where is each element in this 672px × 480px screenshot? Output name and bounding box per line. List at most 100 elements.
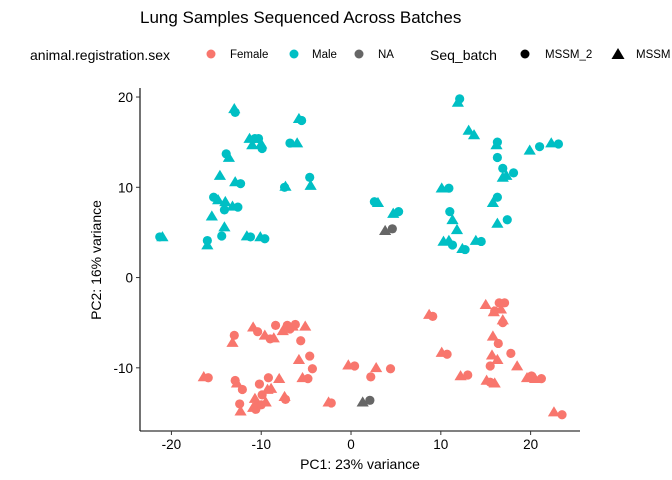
color-legend-title: animal.registration.sex (30, 47, 170, 63)
point-male-mssm (201, 239, 214, 250)
point-female-mssm-2 (428, 311, 438, 321)
point-male-mssm-2 (394, 207, 404, 217)
point-male-mssm-2 (553, 139, 564, 149)
point-na-mssm (379, 224, 392, 235)
point-female-mssm-2 (203, 373, 213, 383)
point-female-mssm (299, 320, 312, 331)
point-male-mssm (450, 223, 464, 235)
point-female-mssm (370, 362, 383, 373)
legend-label-female: Female (230, 49, 268, 61)
point-male-mssm-2 (257, 143, 267, 154)
point-male-mssm-2 (305, 172, 315, 182)
point-female-mssm-2 (280, 394, 291, 405)
point-male-mssm-2 (498, 163, 508, 173)
point-male-mssm (371, 196, 385, 207)
point-female-mssm-2 (253, 327, 263, 337)
point-female-mssm (511, 360, 524, 371)
point-female-mssm-2 (254, 379, 265, 389)
point-female-mssm (491, 353, 504, 365)
point-female-mssm (486, 330, 499, 341)
x-tick-label: -10 (251, 437, 271, 452)
point-male-mssm-2 (235, 179, 246, 189)
point-female-mssm (479, 298, 492, 309)
point-male-mssm-2 (492, 192, 502, 202)
x-tick-label: 10 (433, 437, 448, 452)
x-tick-label: -20 (162, 437, 182, 452)
point-male-mssm (304, 179, 317, 190)
point-female-mssm (485, 349, 499, 360)
point-female-mssm (292, 353, 306, 365)
point-female-mssm-2 (235, 399, 245, 409)
x-axis-title: PC1: 23% variance (300, 456, 420, 472)
point-female-mssm-2 (307, 364, 318, 374)
y-tick-label: -10 (113, 361, 133, 376)
point-male-mssm-2 (447, 240, 458, 250)
shape-legend-title: Seq_batch (430, 47, 497, 63)
y-axis-title: PC2: 16% variance (88, 200, 104, 320)
point-male-mssm (467, 129, 481, 140)
legend-label-mssm: MSSM (636, 49, 671, 61)
point-male-mssm-2 (492, 137, 502, 147)
point-male-mssm (279, 180, 292, 191)
point-female-mssm-2 (442, 349, 452, 359)
point-female-mssm (276, 325, 289, 336)
axis-ticks: -20 -10 0 10 20 -10 0 10 20 (113, 90, 538, 452)
point-male-mssm (213, 169, 227, 180)
point-male-mssm-2 (444, 183, 454, 193)
point-male-mssm (156, 231, 169, 242)
point-female-mssm (267, 332, 280, 343)
point-male-mssm (205, 210, 218, 221)
point-female-mssm (547, 406, 561, 417)
point-female-mssm-2 (326, 398, 336, 408)
y-tick-label: 20 (118, 90, 133, 105)
point-male-mssm-2 (492, 152, 502, 163)
point-female-mssm-2 (499, 298, 510, 308)
point-male-mssm (218, 221, 231, 232)
point-male-mssm-2 (260, 234, 270, 244)
point-female-mssm-2 (305, 351, 315, 361)
point-female-mssm (454, 370, 467, 381)
point-male-mssm-2 (285, 138, 295, 148)
point-male-mssm (491, 217, 504, 228)
point-male-mssm-2 (460, 244, 470, 255)
point-female-mssm (494, 303, 508, 314)
point-male-mssm (462, 124, 475, 135)
point-female-mssm (226, 336, 239, 347)
point-female-mssm (234, 405, 247, 416)
point-female-mssm-2 (385, 364, 396, 374)
point-female-mssm-2 (263, 373, 274, 383)
point-female-mssm-2 (498, 318, 508, 328)
point-female-mssm-2 (290, 319, 300, 330)
point-female-mssm (488, 377, 501, 388)
point-male-mssm-2 (476, 236, 486, 247)
legend-key-female (206, 49, 216, 59)
x-tick-label: 20 (523, 437, 538, 452)
legend-label-mssm2: MSSM_2 (545, 49, 592, 61)
point-female-mssm-2 (296, 336, 306, 346)
point-female-mssm (230, 377, 244, 388)
data-points (155, 94, 567, 420)
point-female-mssm-2 (229, 330, 239, 340)
point-female-mssm-2 (557, 410, 567, 420)
point-male-mssm-2 (230, 107, 240, 117)
point-na-mssm (356, 396, 369, 407)
point-male-mssm-2 (245, 232, 256, 242)
point-male-mssm (246, 139, 259, 150)
legend-key-mssm2 (520, 49, 530, 59)
legend-label-na: NA (378, 49, 394, 61)
legend-key-na (354, 49, 364, 59)
point-female-mssm-2 (493, 338, 503, 349)
legend: animal.registration.sex Female Male NA S… (30, 47, 671, 63)
point-female-mssm-2 (237, 384, 247, 395)
point-female-mssm-2 (366, 372, 376, 382)
point-male-mssm (212, 194, 225, 205)
legend-key-male (289, 49, 299, 59)
point-male-mssm (523, 144, 536, 155)
point-male-mssm (222, 151, 235, 162)
x-tick-label: 0 (347, 437, 355, 452)
y-tick-label: 0 (125, 271, 133, 286)
point-male-mssm-2 (233, 202, 243, 212)
chart-title: Lung Samples Sequenced Across Batches (140, 8, 461, 27)
point-male-mssm-2 (508, 168, 519, 178)
